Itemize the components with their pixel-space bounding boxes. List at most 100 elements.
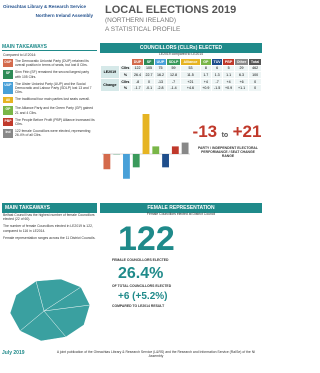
councillors-subheading: LE2019 compared to LE2014 <box>158 52 204 56</box>
takeaway-text: 122 female Councillors were elected, rep… <box>15 129 91 138</box>
logos: Oireachtas Library & Research Service No… <box>3 4 93 18</box>
change-bar <box>103 154 111 170</box>
party: GP <box>199 58 212 66</box>
footer-date: July 2019 <box>2 350 25 356</box>
page: Oireachtas Library & Research Service No… <box>2 4 262 359</box>
party: DUP <box>131 58 144 66</box>
paragraph: Female representation ranges across the … <box>3 235 96 240</box>
takeaway-text: The traditional four main parties lost s… <box>15 97 90 102</box>
takeaway: UUP The Ulster Unionist Party (UUP) and t… <box>3 81 96 95</box>
cell: 1.7 <box>199 71 212 79</box>
takeaway: GP The Alliance Party and the Green Party… <box>3 106 96 115</box>
paragraph: The number of female Councillors elected… <box>3 224 93 233</box>
cell: 11.5 <box>180 71 201 79</box>
cell: +0.9 <box>222 84 235 92</box>
cell: 16.2 <box>154 71 167 79</box>
party: UUP <box>154 58 167 66</box>
corner <box>118 58 133 66</box>
cell: +21 <box>180 77 201 86</box>
takeaway-text: Sinn Féin (SF) remained the second large… <box>15 70 90 79</box>
takeaway-tag: GP <box>3 106 13 115</box>
female-change-label: COMPARED TO LE2014 RESULT <box>112 304 165 308</box>
party: PBP <box>222 58 235 66</box>
cell: 105 <box>142 64 156 73</box>
cell: -0.1 <box>142 84 156 92</box>
party: Total <box>248 58 262 66</box>
range-high: +21 <box>232 122 262 141</box>
cell: 0 <box>248 77 262 86</box>
party: SDLP <box>165 58 182 66</box>
cell: +6 <box>233 77 250 86</box>
header-row: DUP SF UUP SDLP Alliance GP TUV PBP Other Total <box>100 58 262 66</box>
takeaway: All The traditional four main parties los… <box>3 97 96 104</box>
change-bar <box>132 154 140 168</box>
female-takeaways: Belfast Council has the highest number o… <box>3 213 96 243</box>
change-bar <box>123 154 130 179</box>
range-word: to <box>221 132 229 139</box>
takeaway-text: The Democratic Unionist Party (DUP) reta… <box>15 59 89 68</box>
assembly: Northern Ireland Assembly <box>35 13 93 18</box>
cell: 5 <box>222 64 235 73</box>
cell: +4.6 <box>180 84 201 92</box>
cell: 0 <box>142 77 156 86</box>
seat-change-bars <box>102 114 190 179</box>
corner <box>100 58 120 66</box>
takeaway-tag: PBP <box>3 117 13 127</box>
takeaway-tag: UUP <box>3 81 13 95</box>
cell: 75 <box>154 64 167 73</box>
takeaway-tag: SF <box>3 70 13 79</box>
takeaway-tag: Ind <box>3 129 13 138</box>
tagline: A STATISTICAL PROFILE <box>105 26 181 33</box>
cell: 0 <box>248 84 262 92</box>
cell: -1.5 <box>210 84 224 92</box>
row: LE2019 Cllrs 122 105 75 59 53 8 6 5 29 462 <box>100 64 262 79</box>
row: % -1.7 -0.1 -2.8 -1.4 +4.6 +0.9 -1.5 +0.9 +1.1 0 <box>101 84 262 92</box>
row: Change Cllrs -8 0 -13 -7 +21 +4 -7 +4 +6 0 <box>100 77 262 92</box>
party: TUV <box>210 58 224 66</box>
row: % 26.4 22.7 16.2 12.8 11.5 1.7 1.3 1.1 6.3 100 <box>101 71 262 79</box>
female-subheading: Female Councillors elected at District C… <box>146 212 216 216</box>
female-share-label: OF TOTAL COUNCILLORS ELECTED <box>112 284 172 288</box>
cell: 1.3 <box>210 71 224 79</box>
takeaway: DUP The Democratic Unionist Party (DUP) r… <box>3 59 96 68</box>
cell: +1.1 <box>233 84 250 92</box>
change-bar <box>152 146 160 154</box>
group-label: Change <box>100 77 120 92</box>
female-count-label: FEMALE COUNCILLORS ELECTED <box>112 258 169 262</box>
councillors-table: DUP SF UUP SDLP Alliance GP TUV PBP Other Total LE… <box>100 58 262 92</box>
cell: 1.1 <box>222 71 235 79</box>
party: Alliance <box>180 58 201 66</box>
female-heading: FEMALE REPRESENTATION <box>100 203 262 213</box>
cell: 462 <box>248 64 262 73</box>
cell: -8 <box>131 77 144 86</box>
cell: -1.7 <box>131 84 144 92</box>
takeaway-text: The Alliance Party and the Green Party (… <box>15 106 94 115</box>
group-label: LE2019 <box>100 64 120 79</box>
ni-map <box>9 278 91 342</box>
cell: -1.4 <box>165 84 182 92</box>
title: LOCAL ELECTIONS 2019 <box>105 4 237 16</box>
change-bar <box>171 146 179 154</box>
row-label: Cllrs <box>118 64 133 73</box>
cell: 100 <box>248 71 262 79</box>
female-count: 122 <box>118 220 175 258</box>
range-low: -13 <box>192 122 218 141</box>
cell: 53 <box>180 64 201 73</box>
cell: 29 <box>233 64 250 73</box>
takeaway-text: The Ulster Unionist Party (UUP) and the … <box>15 81 92 95</box>
takeaway-text: The People Before Profit (PBP) Alliance … <box>15 117 95 127</box>
cell: -7 <box>210 77 224 86</box>
range-caption: PARTY / INDEPENDENT ELECTORAL PERFORMANC… <box>198 146 258 159</box>
row-label: % <box>118 71 133 79</box>
female-share: 26.4% <box>118 265 164 282</box>
cell: -2.8 <box>154 84 167 92</box>
row-label: % <box>118 84 133 92</box>
takeaways-intro: Compared to LE2014: <box>3 53 37 57</box>
cell: 122 <box>131 64 144 73</box>
row-label: Cllrs <box>118 77 133 86</box>
cell: +4 <box>199 77 212 86</box>
female-change: +6 (+5.2%) <box>118 291 168 302</box>
takeaway: SF Sinn Féin (SF) remained the second lar… <box>3 70 96 79</box>
takeaways-list: DUP The Democratic Unionist Party (DUP) r… <box>3 59 96 141</box>
paragraph: Belfast Council has the highest number o… <box>3 213 95 222</box>
